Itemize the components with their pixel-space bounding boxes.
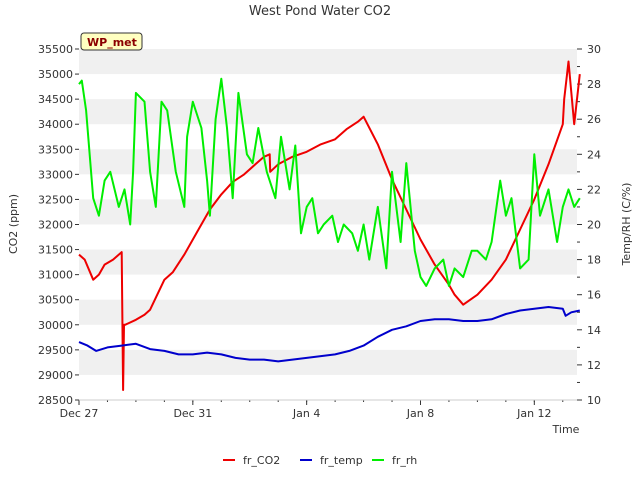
x-tick-label: Dec 31 (173, 407, 212, 420)
legend-label-fr_rh: fr_rh (392, 454, 417, 467)
grid-band (79, 249, 577, 275)
x-tick-label: Jan 12 (516, 407, 551, 420)
legend: fr_CO2 fr_temp fr_rh (223, 454, 417, 467)
grid-band (79, 349, 577, 375)
y-left-tick-label: 34500 (38, 93, 73, 106)
y-left-tick-label: 33000 (38, 168, 73, 181)
legend-label-fr_CO2: fr_CO2 (243, 454, 280, 467)
station-badge: WP_met (80, 32, 143, 51)
y-right-tick-label: 18 (587, 254, 601, 267)
series-line-fr_temp (78, 306, 581, 363)
y-right-tick-label: 24 (587, 148, 601, 161)
y-left-tick-label: 33500 (38, 143, 73, 156)
y-left-tick-label: 34000 (38, 118, 73, 131)
y-left-tick-label: 30000 (38, 319, 73, 332)
legend-label-fr_temp: fr_temp (320, 454, 363, 467)
right-axis: 10 12 14 16 18 20 22 24 26 28 30 (577, 43, 601, 407)
grid-band (79, 149, 577, 175)
y-right-tick-label: 14 (587, 324, 601, 337)
y-right-tick-label: 28 (587, 78, 601, 91)
y-right-tick-label: 20 (587, 219, 601, 232)
left-axis: 28500 29000 29500 30000 30500 31000 31500 32000… (38, 43, 79, 407)
x-tick-label: Jan 4 (292, 407, 320, 420)
y-left-tick-label: 35000 (38, 68, 73, 81)
grid-band (79, 99, 577, 125)
grid-band (79, 49, 577, 75)
y-left-tick-label: 28500 (38, 394, 73, 407)
y-axis-left-label: CO2 (ppm) (7, 194, 20, 254)
station-badge-box (80, 32, 143, 51)
y-right-tick-label: 12 (587, 359, 601, 372)
series-line-fr_rh (78, 77, 581, 287)
y-right-tick-label: 30 (587, 43, 601, 56)
y-left-tick-label: 32000 (38, 219, 73, 232)
y-right-tick-label: 26 (587, 113, 601, 126)
x-axis-label: Time (552, 423, 580, 436)
y-left-tick-label: 31500 (38, 244, 73, 257)
y-left-tick-label: 31000 (38, 269, 73, 282)
plot-lines (78, 60, 581, 391)
y-left-tick-label: 35500 (38, 43, 73, 56)
y-axis-right-label: Temp/RH (C/%) (620, 183, 633, 267)
y-left-tick-label: 30500 (38, 294, 73, 307)
station-badge-label: WP_met (87, 36, 137, 49)
grid-band (79, 299, 577, 325)
y-right-tick-label: 16 (587, 289, 601, 302)
x-tick-label: Jan 8 (406, 407, 434, 420)
y-right-tick-label: 22 (587, 183, 601, 196)
x-tick-label: Dec 27 (60, 407, 99, 420)
x-axis: Dec 27 Dec 31 Jan 4 Jan 8 Jan 12 (60, 400, 564, 420)
chart-title: West Pond Water CO2 (249, 4, 391, 19)
y-left-tick-label: 32500 (38, 193, 73, 206)
y-left-tick-label: 29000 (38, 369, 73, 382)
y-right-tick-label: 10 (587, 394, 601, 407)
grid-bands (79, 49, 577, 375)
y-left-tick-label: 29500 (38, 344, 73, 357)
